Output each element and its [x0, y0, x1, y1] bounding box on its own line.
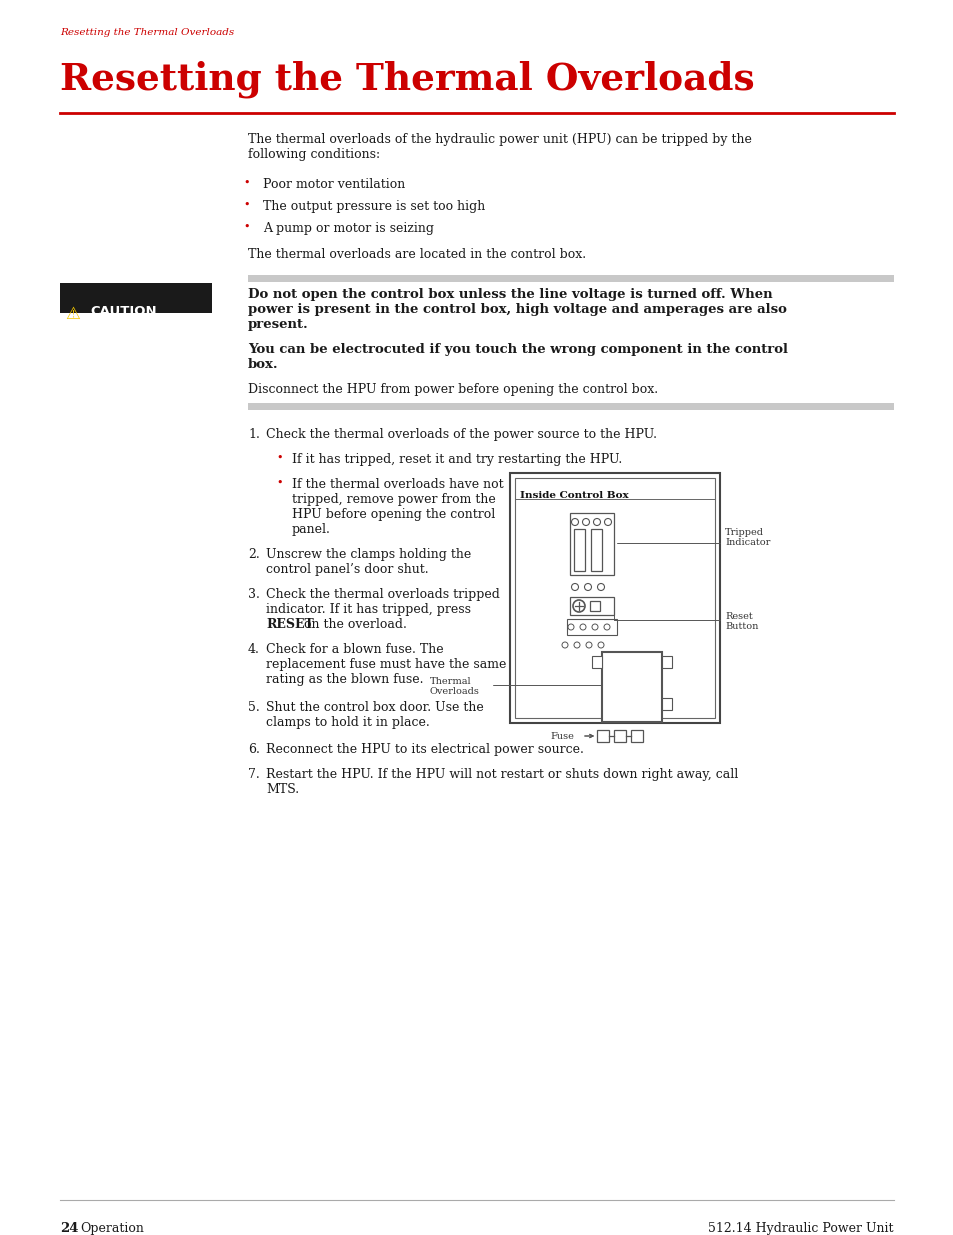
Text: •: •	[275, 478, 282, 488]
Text: Do not open the control box unless the line voltage is turned off. When: Do not open the control box unless the l…	[248, 288, 772, 301]
Bar	[515, 478, 714, 718]
Text: Reconnect the HPU to its electrical power source.: Reconnect the HPU to its electrical powe…	[266, 743, 583, 756]
Bar	[630, 730, 642, 742]
Text: 7.: 7.	[248, 768, 259, 781]
Bar	[569, 597, 614, 615]
Bar	[614, 730, 625, 742]
Text: CAUTION: CAUTION	[90, 305, 156, 317]
Text: indicator. If it has tripped, press: indicator. If it has tripped, press	[266, 603, 471, 616]
Text: Poor motor ventilation: Poor motor ventilation	[263, 178, 405, 191]
Bar	[569, 513, 614, 576]
Text: 512.14 Hydraulic Power Unit: 512.14 Hydraulic Power Unit	[708, 1221, 893, 1235]
Bar	[597, 730, 608, 742]
Bar	[661, 656, 671, 668]
Text: Resetting the Thermal Overloads: Resetting the Thermal Overloads	[60, 61, 754, 98]
Bar	[574, 529, 584, 571]
Text: panel.: panel.	[292, 522, 331, 536]
Text: rating as the blown fuse.: rating as the blown fuse.	[266, 673, 423, 685]
Text: 2.: 2.	[248, 548, 259, 561]
Text: tripped, remove power from the: tripped, remove power from the	[292, 493, 496, 506]
Bar	[510, 473, 720, 722]
Text: on the overload.: on the overload.	[299, 618, 406, 631]
Text: The output pressure is set too high: The output pressure is set too high	[263, 200, 485, 212]
Text: 3.: 3.	[248, 588, 259, 601]
Text: HPU before opening the control: HPU before opening the control	[292, 508, 495, 521]
Text: The thermal overloads of the hydraulic power unit (HPU) can be tripped by the: The thermal overloads of the hydraulic p…	[248, 133, 751, 146]
Text: Check for a blown fuse. The: Check for a blown fuse. The	[266, 643, 443, 656]
Text: 4.: 4.	[248, 643, 259, 656]
Text: Shut the control box door. Use the: Shut the control box door. Use the	[266, 701, 483, 714]
Text: Resetting the Thermal Overloads: Resetting the Thermal Overloads	[60, 28, 234, 37]
Text: present.: present.	[248, 317, 309, 331]
Text: If it has tripped, reset it and try restarting the HPU.: If it has tripped, reset it and try rest…	[292, 453, 621, 466]
Text: following conditions:: following conditions:	[248, 148, 379, 161]
Bar	[248, 403, 893, 410]
Text: control panel’s door shut.: control panel’s door shut.	[266, 563, 428, 576]
Bar	[592, 656, 601, 668]
Bar	[566, 619, 617, 635]
Text: You can be electrocuted if you touch the wrong component in the control: You can be electrocuted if you touch the…	[248, 343, 787, 356]
Text: Inside Control Box: Inside Control Box	[519, 492, 628, 500]
Text: 24: 24	[60, 1221, 78, 1235]
Text: Thermal
Overloads: Thermal Overloads	[430, 677, 479, 697]
Text: •: •	[243, 200, 250, 210]
Text: RESET: RESET	[266, 618, 314, 631]
Text: 1.: 1.	[248, 429, 259, 441]
Text: •: •	[275, 453, 282, 463]
Bar	[248, 275, 893, 282]
Text: Unscrew the clamps holding the: Unscrew the clamps holding the	[266, 548, 471, 561]
Text: 5.: 5.	[248, 701, 259, 714]
Text: Restart the HPU. If the HPU will not restart or shuts down right away, call: Restart the HPU. If the HPU will not res…	[266, 768, 738, 781]
Text: •: •	[243, 178, 250, 188]
Text: Fuse: Fuse	[550, 732, 574, 741]
Text: Check the thermal overloads of the power source to the HPU.: Check the thermal overloads of the power…	[266, 429, 657, 441]
Text: box.: box.	[248, 358, 278, 370]
Text: •: •	[243, 222, 250, 232]
Text: Check the thermal overloads tripped: Check the thermal overloads tripped	[266, 588, 499, 601]
Text: If the thermal overloads have not: If the thermal overloads have not	[292, 478, 503, 492]
Text: Reset
Button: Reset Button	[724, 613, 758, 631]
Text: clamps to hold it in place.: clamps to hold it in place.	[266, 716, 429, 729]
Text: A pump or motor is seizing: A pump or motor is seizing	[263, 222, 434, 235]
Bar	[60, 283, 212, 312]
Text: ⚠: ⚠	[65, 305, 80, 324]
Bar	[589, 601, 599, 611]
Text: MTS.: MTS.	[266, 783, 299, 797]
Text: Operation: Operation	[80, 1221, 144, 1235]
Text: Tripped
Indicator: Tripped Indicator	[724, 529, 770, 547]
Text: Disconnect the HPU from power before opening the control box.: Disconnect the HPU from power before ope…	[248, 383, 658, 396]
Bar	[590, 529, 601, 571]
Text: replacement fuse must have the same: replacement fuse must have the same	[266, 658, 506, 671]
Text: 6.: 6.	[248, 743, 259, 756]
Text: The thermal overloads are located in the control box.: The thermal overloads are located in the…	[248, 248, 585, 261]
Text: power is present in the control box, high voltage and amperages are also: power is present in the control box, hig…	[248, 303, 786, 316]
Bar	[661, 698, 671, 710]
Bar	[601, 652, 661, 722]
